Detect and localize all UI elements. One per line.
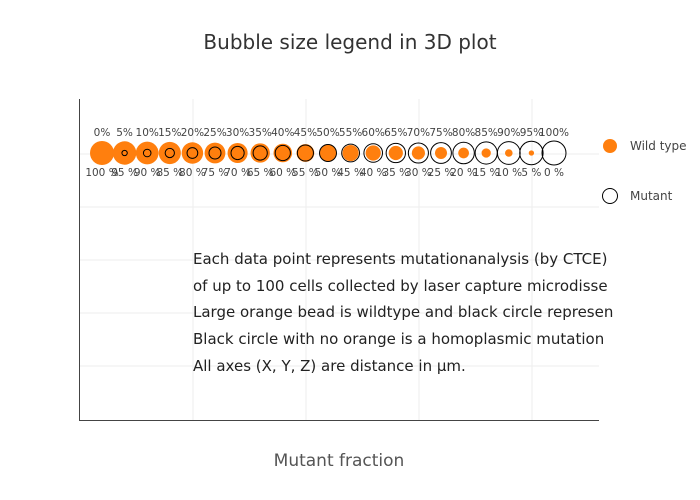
wild-type-bubble <box>528 150 535 156</box>
x-axis-label: Mutant fraction <box>274 451 405 471</box>
mutant-bubble <box>208 146 222 160</box>
wild-type-bubble <box>204 142 226 164</box>
wild-type-bubble <box>227 142 248 164</box>
mutant-bubble <box>274 144 291 162</box>
bottom-tick-label: 100 % <box>85 167 118 179</box>
mutant-bubble <box>121 149 128 157</box>
mutant-bubble <box>452 141 475 165</box>
bottom-tick-label: 25 % <box>428 167 455 179</box>
wild-type-bubble <box>458 147 469 159</box>
top-tick-label: 0% <box>94 127 111 139</box>
mutant-bubble <box>142 148 152 158</box>
mutant-bubble <box>186 147 199 159</box>
top-tick-label: 10% <box>136 127 159 139</box>
annotation-line-2: of up to 100 cells collected by laser ca… <box>193 277 608 295</box>
top-tick-label: 75% <box>429 127 452 139</box>
wild-type-bubble <box>365 145 381 161</box>
bottom-tick-label: 5 % <box>521 167 541 179</box>
top-tick-label: 35% <box>249 127 272 139</box>
legend-item-wild-type[interactable]: Wild type <box>603 139 687 153</box>
mutant-bubble <box>430 142 452 164</box>
mutant-bubble <box>541 140 567 166</box>
bottom-tick-label: 60 % <box>269 167 296 179</box>
mutant-bubble <box>363 143 383 163</box>
top-tick-label: 90% <box>497 127 520 139</box>
top-tick-label: 40% <box>271 127 294 139</box>
bottom-tick-label: 95 % <box>111 167 138 179</box>
annotation-line-3: Large orange bead is wildtype and black … <box>193 303 613 321</box>
bottom-tick-label: 30 % <box>405 167 432 179</box>
annotation-line-4: Black circle with no orange is a homopla… <box>193 330 604 348</box>
chart-title: Bubble size legend in 3D plot <box>203 30 496 54</box>
wild-type-bubble <box>342 144 359 162</box>
legend: Wild type Mutant <box>602 139 687 204</box>
top-tick-label: 50% <box>316 127 339 139</box>
wild-type-bubble <box>435 147 447 159</box>
wild-type-bubble <box>135 141 159 165</box>
wild-type-bubble <box>158 141 181 165</box>
wild-type-bubble <box>296 144 315 162</box>
top-tick-label: 85% <box>475 127 498 139</box>
wild-type-bubble <box>181 142 204 164</box>
top-tick-label: 60% <box>362 127 385 139</box>
bottom-tick-label: 80 % <box>179 167 206 179</box>
wild-type-bubble <box>411 146 425 160</box>
legend-item-mutant[interactable]: Mutant <box>602 188 673 204</box>
mutant-bubble <box>385 142 406 164</box>
top-tick-label: 20% <box>181 127 204 139</box>
bottom-tick-label: 55 % <box>292 167 319 179</box>
top-tick-label: 55% <box>339 127 362 139</box>
annotation-line-1: Each data point represents mutationanaly… <box>193 250 607 268</box>
mutant-bubble <box>164 147 175 159</box>
bottom-tick-label: 50 % <box>315 167 342 179</box>
mutant-bubble <box>319 144 337 162</box>
bottom-tick-label: 45 % <box>337 167 364 179</box>
top-tick-label: 100% <box>539 127 569 139</box>
legend-mutant-label: Mutant <box>630 189 673 203</box>
bottom-tick-label: 40 % <box>360 167 387 179</box>
mutant-bubble <box>407 142 429 164</box>
bottom-tick-label: 10 % <box>495 167 522 179</box>
top-tick-label: 15% <box>158 127 181 139</box>
bottom-tick-label: 75 % <box>202 167 229 179</box>
bottom-tick-label: 90 % <box>134 167 161 179</box>
bottom-tick-label: 0 % <box>544 167 564 179</box>
wild-type-bubble <box>273 143 293 163</box>
legend-wild-type-marker <box>603 139 617 153</box>
bottom-tick-label: 65 % <box>247 167 274 179</box>
legend-wild-type-label: Wild type <box>630 139 687 153</box>
bottom-tick-label: 20 % <box>450 167 477 179</box>
top-tick-label: 95% <box>520 127 543 139</box>
wild-type-bubble <box>505 149 513 157</box>
top-tick-label: 45% <box>294 127 317 139</box>
mutant-bubble <box>252 145 268 161</box>
mutant-bubble <box>519 140 544 166</box>
top-tick-label: 65% <box>384 127 407 139</box>
top-tick-label: 30% <box>226 127 249 139</box>
bottom-tick-label: 70 % <box>224 167 251 179</box>
marks: 0% 100 % 5% 95 % 10% 90 % 15% 85 % 20% 80 % 25% 75 … <box>85 127 569 179</box>
annotation: Each data point represents mutationanaly… <box>193 250 613 375</box>
mutant-bubble <box>296 144 314 162</box>
bottom-tick-label: 85 % <box>156 167 183 179</box>
bottom-tick-label: 15 % <box>473 167 500 179</box>
bottom-tick-label: 35 % <box>382 167 409 179</box>
mutant-bubble <box>230 145 245 161</box>
plot-area: 0% 100 % 5% 95 % 10% 90 % 15% 85 % 20% 80 % 25% 75 … <box>79 99 599 421</box>
top-tick-label: 25% <box>203 127 226 139</box>
wild-type-bubble <box>388 145 403 161</box>
wild-type-bubble <box>319 144 337 162</box>
top-tick-label: 5% <box>116 127 133 139</box>
annotation-line-5: All axes (X, Y, Z) are distance in µm. <box>193 357 466 375</box>
top-tick-label: 70% <box>407 127 430 139</box>
wild-type-bubble <box>481 148 491 158</box>
legend-mutant-marker <box>602 188 618 204</box>
mutant-bubble <box>341 143 360 163</box>
top-tick-label: 80% <box>452 127 475 139</box>
wild-type-bubble <box>90 141 114 165</box>
wild-type-bubble <box>112 141 137 165</box>
